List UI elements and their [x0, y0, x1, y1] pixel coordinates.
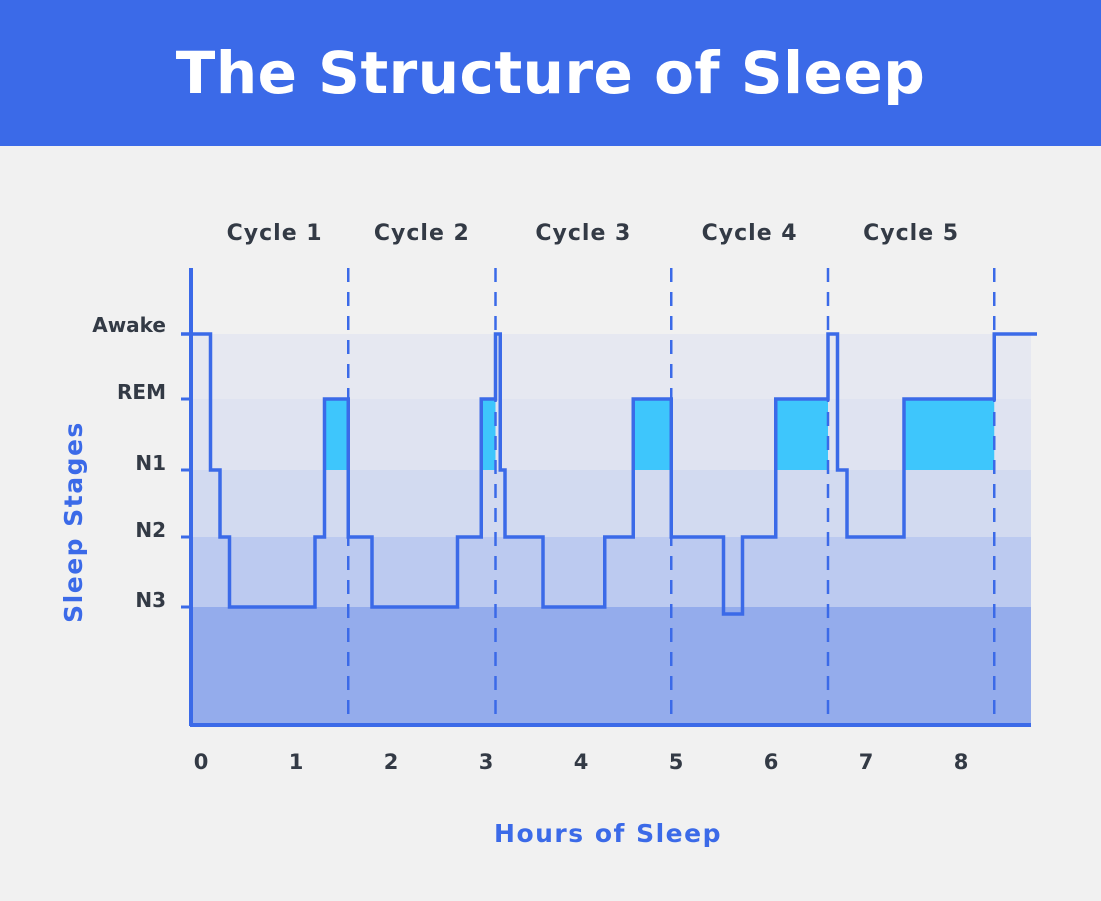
x-tick-label-6: 6: [764, 750, 779, 774]
rem-period-3: [633, 399, 672, 470]
x-tick-label-1: 1: [289, 750, 304, 774]
x-tick-label-4: 4: [574, 750, 589, 774]
cycle-label-5: Cycle 5: [863, 221, 959, 246]
band-n3: [191, 607, 1031, 725]
rem-period-5: [904, 399, 995, 470]
band-awake: [191, 334, 1031, 399]
x-tick-label-0: 0: [194, 750, 209, 774]
hypnogram-line: [181, 332, 1037, 616]
stage-bands: [191, 334, 1031, 725]
page-title: The Structure of Sleep: [175, 39, 926, 107]
chart-labels: Cycle 1 Cycle 2 Cycle 3 Cycle 4 Cycle 5 Awake…: [59, 221, 968, 848]
x-tick-label-3: 3: [479, 750, 494, 774]
x-tick-label-2: 2: [384, 750, 399, 774]
stage-label-awake: Awake: [92, 313, 166, 337]
stage-label-n3: N3: [135, 588, 166, 612]
band-n2: [191, 537, 1031, 607]
cycle-label-4: Cycle 4: [702, 221, 798, 246]
x-tick-label-5: 5: [669, 750, 684, 774]
y-axis-title: Sleep Stages: [59, 421, 88, 623]
cycle-label-2: Cycle 2: [374, 221, 470, 246]
x-axis-title: Hours of Sleep: [494, 819, 722, 848]
cycle-label-1: Cycle 1: [227, 221, 323, 246]
hypnogram: [181, 332, 1037, 616]
band-n1: [191, 470, 1031, 537]
x-tick-label-8: 8: [954, 750, 969, 774]
header-bar: The Structure of Sleep: [0, 0, 1101, 146]
stage-label-n2: N2: [135, 518, 166, 542]
rem-period-2: [481, 399, 496, 470]
stage-label-rem: REM: [117, 380, 166, 404]
cycle-label-3: Cycle 3: [535, 221, 631, 246]
stage-label-n1: N1: [135, 451, 166, 475]
rem-period-4: [775, 399, 828, 470]
x-tick-label-7: 7: [859, 750, 874, 774]
rem-periods: [324, 399, 995, 470]
rem-period-1: [324, 399, 349, 470]
